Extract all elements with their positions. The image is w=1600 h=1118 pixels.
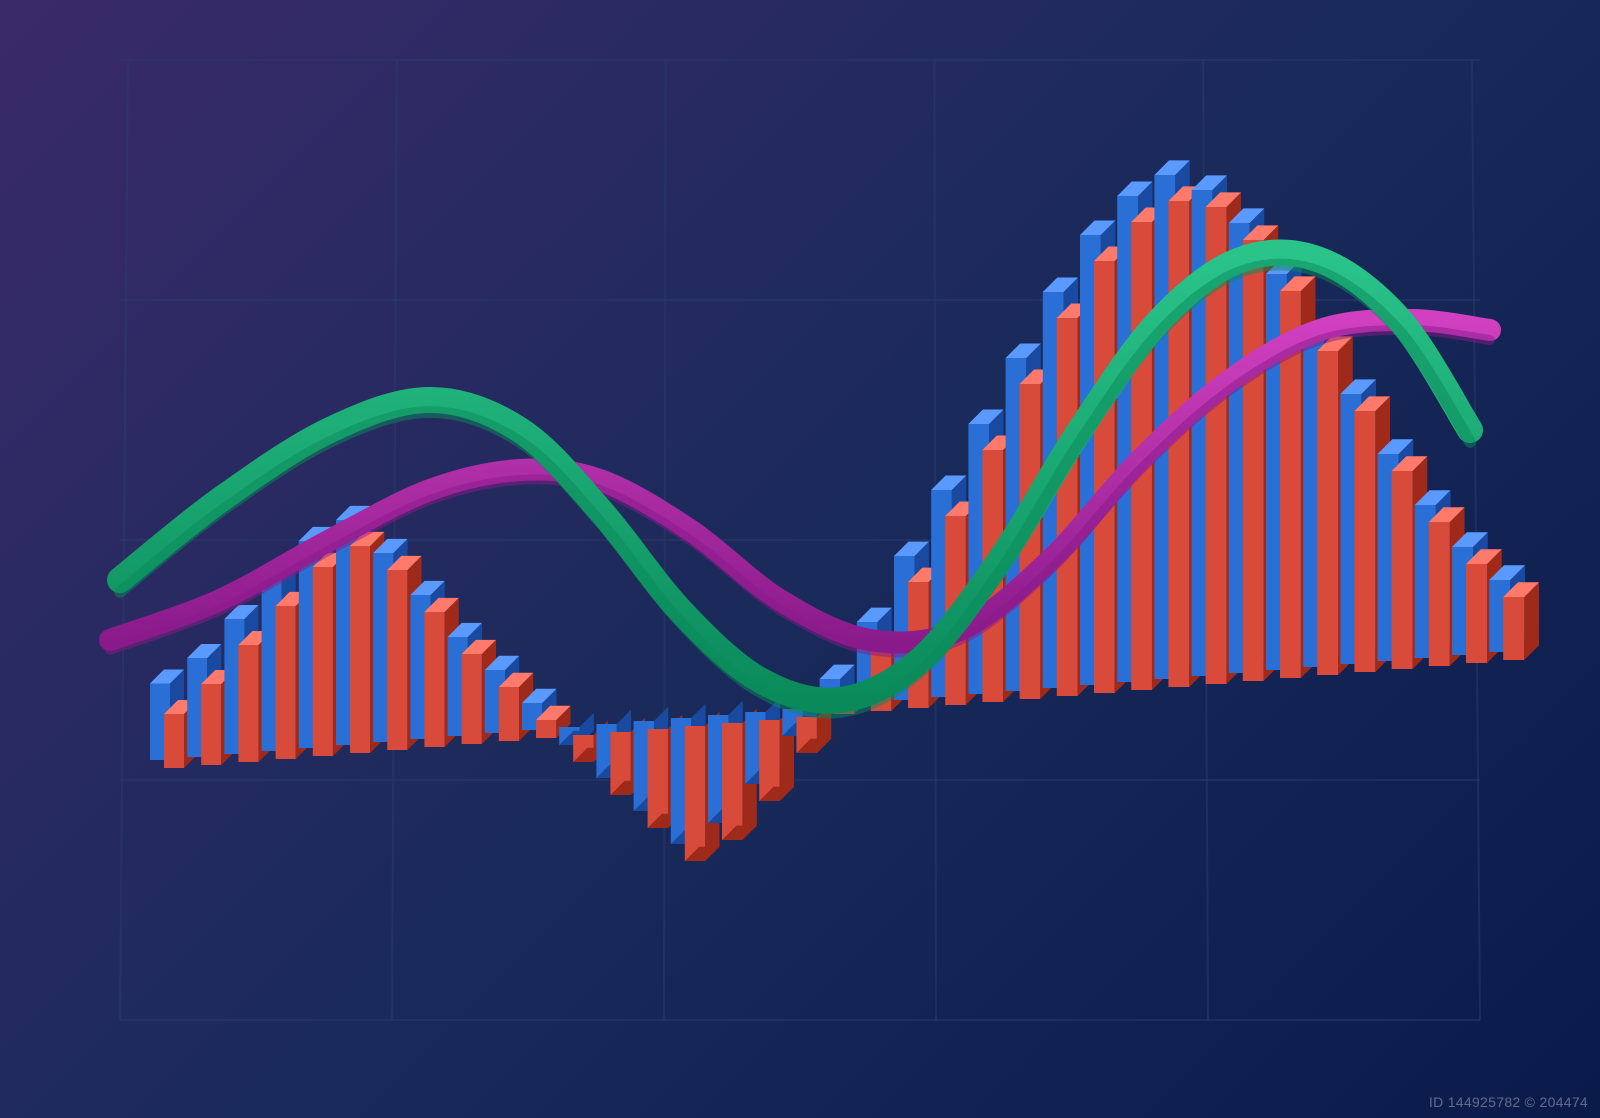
macd-isometric-chart bbox=[0, 0, 1600, 1118]
